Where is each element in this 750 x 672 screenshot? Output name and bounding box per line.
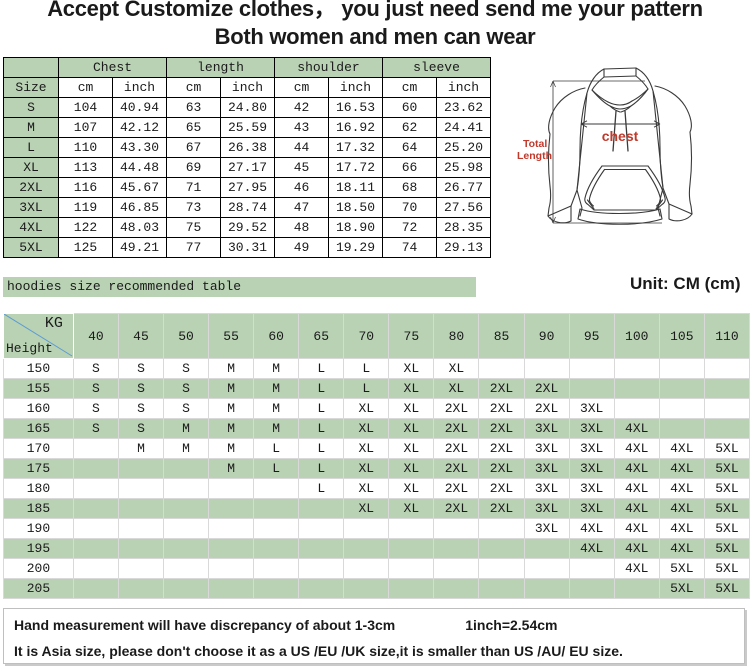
svg-text:chest: chest xyxy=(602,128,639,144)
svg-text:Total: Total xyxy=(523,138,547,150)
svg-text:Length: Length xyxy=(517,150,552,162)
